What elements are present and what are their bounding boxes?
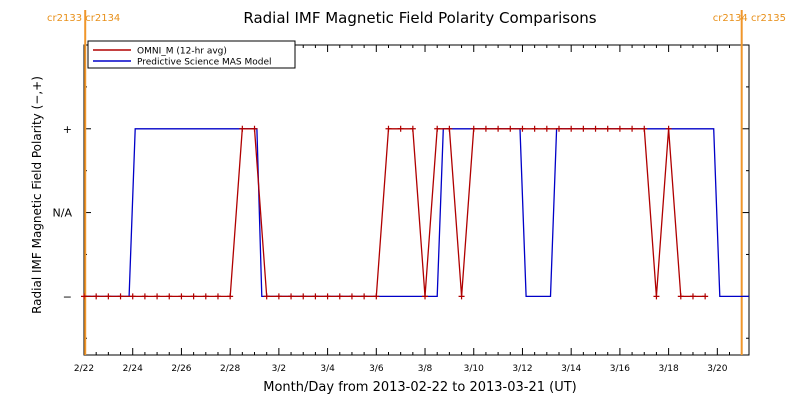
data-point-marker [409,125,416,132]
x-tick-label: 3/10 [464,364,484,374]
data-point-marker [166,293,173,300]
carrington-label: cr2133 cr2134 [47,13,120,24]
data-point-marker [458,293,465,300]
data-point-marker [665,125,672,132]
data-point-marker [507,125,514,132]
data-point-marker [141,293,148,300]
data-point-marker [543,125,550,132]
data-point-marker [556,125,562,132]
data-point-marker [324,293,331,300]
x-tick-label: 2/26 [171,364,191,374]
data-point-marker [677,293,684,300]
data-point-marker [348,293,355,300]
x-tick-label: 3/2 [272,364,286,374]
data-point-marker [373,293,380,300]
data-point-marker [653,293,660,300]
y-tick-label: − [63,290,72,303]
data-point-marker [300,293,307,300]
data-point-marker [117,293,124,300]
carrington-label: cr2134 cr2135 [713,13,786,24]
x-tick-label: 2/24 [123,364,143,374]
data-point-marker [214,293,221,300]
data-point-marker [629,125,636,132]
data-point-marker [312,293,319,300]
data-point-marker [568,125,575,132]
x-tick-label: 3/12 [512,364,532,374]
data-point-marker [178,293,185,300]
legend-label: OMNI_M (12-hr avg) [137,47,227,57]
x-tick-label: 2/22 [74,364,94,374]
series-line [84,128,706,298]
x-tick-label: 2/28 [220,364,240,374]
legend-box [87,40,296,69]
x-tick-label: 3/16 [610,364,630,374]
x-tick-label: 3/20 [707,364,727,374]
data-point-marker [93,293,100,300]
data-point-marker [81,293,87,300]
legend: OMNI_M (12-hr avg)Predictive Science MAS… [87,40,296,69]
plot-frame [83,44,750,356]
data-point-marker [263,293,270,300]
data-point-marker [689,293,696,300]
data-point-marker [202,293,209,300]
data-point-marker [105,293,112,300]
data-point-marker [288,293,295,300]
data-point-marker [129,293,136,300]
data-point-marker [495,125,502,132]
x-tick-label: 3/18 [659,364,679,374]
y-tick-label: + [63,123,72,136]
data-point-marker [616,125,623,132]
series-line [84,128,749,298]
data-point-marker [422,293,429,300]
x-tick-label: 3/4 [320,364,335,374]
data-point-marker [336,293,343,300]
data-point-marker [592,125,599,132]
series-layer [81,125,749,300]
data-point-marker [702,293,709,300]
data-point-marker [434,125,441,132]
data-point-marker [641,125,648,132]
x-tick-label: 3/8 [418,364,433,374]
x-tick-label: 3/14 [561,364,581,374]
chart-title: Radial IMF Magnetic Field Polarity Compa… [243,9,596,27]
data-point-marker [385,125,392,132]
data-point-marker [604,125,611,132]
data-point-marker [361,293,368,300]
data-point-marker [154,293,161,300]
data-point-marker [446,125,453,132]
data-point-marker [482,125,489,132]
legend-label: Predictive Science MAS Model [137,58,272,68]
data-point-marker [470,125,477,132]
data-point-marker [531,125,538,132]
carrington-markers: cr2133 cr2134 cr2134 cr2135 [47,10,786,355]
data-point-marker [190,293,197,300]
data-point-marker [227,293,234,300]
data-point-marker [397,125,404,132]
x-tick-label: 3/6 [369,364,384,374]
data-point-marker [239,125,246,132]
data-point-marker [251,125,258,132]
data-point-marker [580,125,587,132]
x-axis: 2/22 2/24 2/26 2/28 3/2 3/4 3/6 3/8 3/10 3/12 3/14… [74,45,743,374]
y-axis: + N/A − [53,86,749,339]
data-point-marker [519,125,526,132]
y-tick-label: N/A [53,207,73,220]
x-axis-label: Month/Day from 2013-02-22 to 2013-03-21 … [263,380,576,395]
y-axis-label: Radial IMF Magnetic Field Polarity (−,+) [30,76,44,314]
data-point-marker [275,293,282,300]
